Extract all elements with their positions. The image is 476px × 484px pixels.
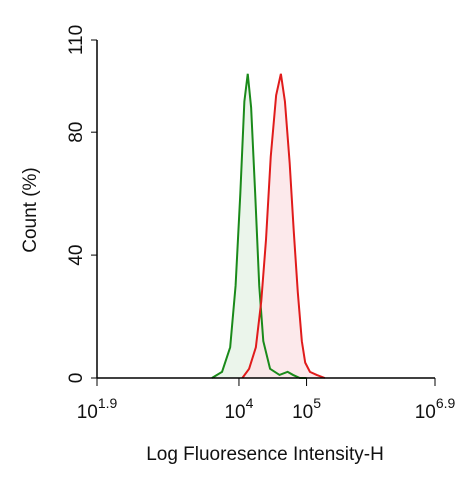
series-area [242, 73, 325, 379]
x-tick-label: 104 [224, 395, 253, 423]
series-line [241, 73, 326, 379]
y-tick-label: 0 [66, 373, 87, 384]
tick-exponent: 1.9 [98, 395, 118, 411]
x-tick-label: 106.9 [415, 395, 456, 423]
x-tick-label: 105 [292, 395, 321, 423]
tick-exponent: 6.9 [436, 395, 456, 411]
series-line [211, 73, 307, 379]
tick-base: 10 [292, 402, 313, 423]
tick-base: 10 [224, 402, 245, 423]
tick-exponent: 5 [313, 395, 321, 411]
y-tick-label: 40 [66, 245, 87, 266]
tick-base: 10 [77, 402, 98, 423]
y-tick-label: 80 [66, 122, 87, 143]
y-axis-label: Count (%) [20, 167, 41, 253]
tick-exponent: 4 [246, 395, 254, 411]
series-area [211, 73, 307, 379]
y-tick-label: 110 [66, 25, 87, 55]
x-axis-label: Log Fluoresence Intensity-H [146, 444, 384, 465]
x-tick-label: 101.9 [77, 395, 118, 423]
tick-base: 10 [415, 402, 436, 423]
